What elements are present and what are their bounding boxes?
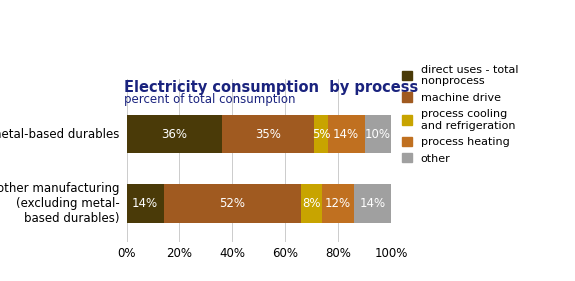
Bar	[163, 184, 301, 223]
Bar	[126, 115, 222, 153]
Text: 12%: 12%	[325, 197, 351, 210]
Bar	[322, 184, 354, 223]
Bar	[222, 115, 315, 153]
Text: 35%: 35%	[255, 128, 281, 141]
Bar	[328, 115, 365, 153]
Text: percent of total consumption: percent of total consumption	[124, 92, 296, 106]
Bar	[126, 184, 163, 223]
Bar	[301, 184, 322, 223]
Text: Electricity consumption  by process: Electricity consumption by process	[124, 80, 418, 95]
Text: 8%: 8%	[302, 197, 321, 210]
Text: 14%: 14%	[359, 197, 386, 210]
Text: 14%: 14%	[132, 197, 158, 210]
Bar	[365, 115, 391, 153]
Text: 52%: 52%	[219, 197, 246, 210]
Text: 5%: 5%	[312, 128, 330, 141]
Legend: direct uses - total
nonprocess, machine drive, process cooling
and refrigeration: direct uses - total nonprocess, machine …	[402, 65, 518, 164]
Bar	[315, 115, 328, 153]
Text: 10%: 10%	[365, 128, 391, 141]
Bar	[354, 184, 391, 223]
Text: 36%: 36%	[161, 128, 187, 141]
Text: 14%: 14%	[333, 128, 359, 141]
